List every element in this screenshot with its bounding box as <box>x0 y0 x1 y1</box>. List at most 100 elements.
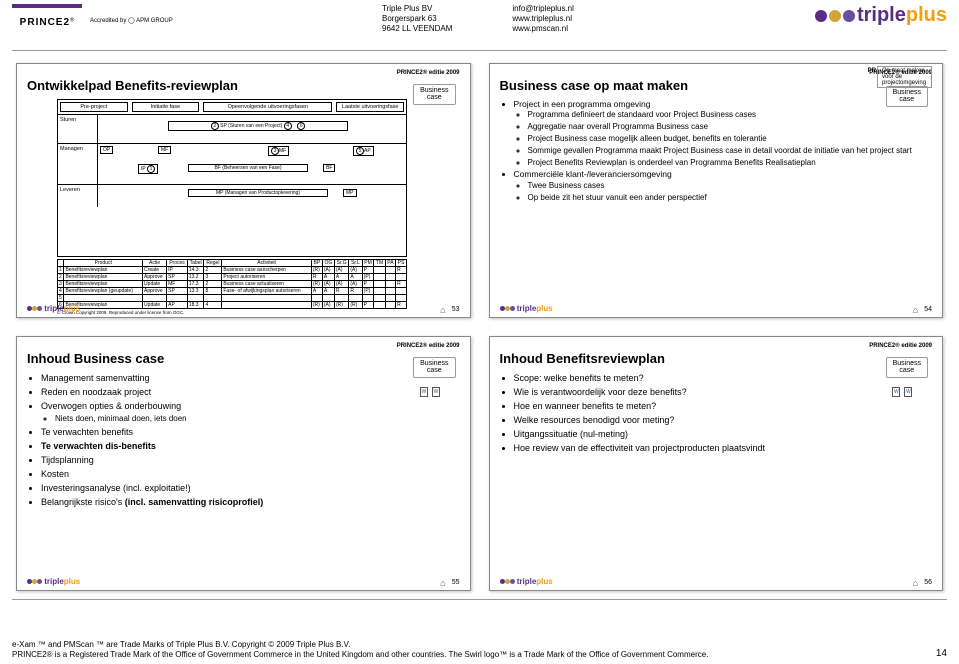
slide4-home-icon: ⌂ <box>913 578 918 588</box>
slide-4: PRINCE2® editie 2009 Business case Inhou… <box>489 336 944 591</box>
slide1-edition: PRINCE2® editie 2009 <box>397 70 460 76</box>
table-cell: Benefitsreviewplan <box>64 281 143 288</box>
table-cell: (R) <box>311 281 322 288</box>
slide3-edition: PRINCE2® editie 2009 <box>397 343 460 349</box>
doc-icon-4 <box>904 387 912 397</box>
logo-dot-2 <box>829 10 841 22</box>
company-line-2: Borgerspark 63 <box>382 14 452 24</box>
table-cell: P <box>362 302 374 309</box>
table-cell: P <box>362 267 374 274</box>
table-row: 1BenefitsreviewplanCreateIP14.32Business… <box>58 267 407 274</box>
table-cell: 13.2 <box>187 274 204 281</box>
table-cell: A <box>322 274 334 281</box>
header-left: PRINCE2® Accredited by ◯ APM GROUP <box>12 4 382 36</box>
table-cell: R <box>311 274 322 281</box>
slide4-pagenum: 56 <box>924 579 932 586</box>
table-cell <box>349 295 362 302</box>
table-cell: (A) <box>349 267 362 274</box>
table-cell <box>385 302 395 309</box>
slide-3: PRINCE2® editie 2009 Business case Inhou… <box>16 336 471 591</box>
table-cell: Project autoriseren <box>222 274 311 281</box>
table-row: 4Benefitsreviewplan (geupdate)ApproveSP1… <box>58 288 407 295</box>
contact-line-2: www.tripleplus.nl <box>512 14 573 24</box>
table-cell: R <box>396 302 407 309</box>
table-header-cell: Tabel <box>187 260 204 267</box>
slide4-edition: PRINCE2® editie 2009 <box>869 343 932 349</box>
list-item: Hoe en wanneer benefits te meten? <box>514 400 933 413</box>
table-cell: AP <box>167 302 188 309</box>
swim-leveren: Leveren MP (Managen van Productopleverin… <box>58 184 406 207</box>
table-cell <box>143 295 167 302</box>
table-cell <box>374 302 385 309</box>
table-cell <box>64 295 143 302</box>
table-cell: Benefitsreviewplan (geupdate) <box>64 288 143 295</box>
table-cell: (A) <box>322 302 334 309</box>
table-cell: 18.3 <box>187 302 204 309</box>
table-cell: Business case actualiseren <box>222 281 311 288</box>
list-subitem: Twee Business cases <box>528 181 933 192</box>
ml2b: plus <box>536 304 552 313</box>
swim-label-1: Managen <box>58 144 98 184</box>
phase-row: Pre-project Initiatie fase Opeenvolgende… <box>58 100 406 114</box>
table-cell: Benefitsreviewplan <box>64 274 143 281</box>
node-mf2: 3MF <box>268 146 289 156</box>
table-cell <box>385 267 395 274</box>
mf2-label: MF <box>279 148 286 154</box>
table-header-cell: Activiteit <box>222 260 311 267</box>
table-header-cell: OG <box>322 260 334 267</box>
slide3-title: Inhoud Business case <box>27 351 460 366</box>
list-subitem: Programma definieert de standaard voor P… <box>528 110 933 121</box>
table-cell <box>167 295 188 302</box>
table-header-cell: Product <box>64 260 143 267</box>
table-cell <box>374 288 385 295</box>
slide2-mini-logo: tripleplus <box>500 304 553 313</box>
ml1a: triple <box>44 304 64 313</box>
slide3-mini-logo: tripleplus <box>27 577 80 586</box>
slide3-content: Management samenvattingReden en noodzaak… <box>27 372 460 509</box>
table-header-cell: Sr.G <box>334 260 349 267</box>
table-cell <box>396 288 407 295</box>
table-cell <box>374 267 385 274</box>
contact-line-3: www.pmscan.nl <box>512 24 573 34</box>
table-row: 2BenefitsreviewplanApproveSP13.23Project… <box>58 274 407 281</box>
table-cell: (P) <box>362 288 374 295</box>
ap-label: AP <box>364 148 371 154</box>
list-item: Belangrijkste risico's (incl. samenvatti… <box>41 496 460 509</box>
ml2a: triple <box>517 304 537 313</box>
logo-text-a: triple <box>857 4 906 26</box>
table-cell <box>311 295 322 302</box>
table-cell: A <box>322 288 334 295</box>
phase-3: Laatste uitvoeringsfase <box>336 102 404 112</box>
logo-dots <box>815 10 855 22</box>
slides-grid: PRINCE2® editie 2009 Business case Ontwi… <box>0 51 959 591</box>
list-subitem: Project Business case mogelijk alleen bu… <box>528 134 933 145</box>
footer-line-1: e-Xam ™ and PMScan ™ are Trade Marks of … <box>12 640 947 650</box>
list-item: Overwogen opties & onderbouwingNiets doe… <box>41 400 460 425</box>
slide-1: PRINCE2® editie 2009 Business case Ontwi… <box>16 63 471 318</box>
prince-name: PRINCE2 <box>20 17 70 28</box>
swim-label-0: Sturen <box>58 115 98 143</box>
table-row: 6BenefitsreviewplanUpdateAP18.34(R)(A)(R… <box>58 302 407 309</box>
table-cell: (R) <box>311 267 322 274</box>
list-item: Reden en noodzaak project <box>41 386 460 399</box>
table-cell <box>385 288 395 295</box>
ml4a: triple <box>517 577 537 586</box>
table-cell <box>204 295 222 302</box>
swim-sturen: Sturen 2 SP (Sturen van een Project) 4 6 <box>58 114 406 143</box>
slide3-pagenum: 55 <box>452 579 460 586</box>
list-item: Welke resources benodigd voor meting? <box>514 414 933 427</box>
table-cell: Create <box>143 267 167 274</box>
swim-label-2: Leveren <box>58 185 98 207</box>
phase-2: Opeenvolgende uitvoeringsfasen <box>203 102 332 112</box>
slide1-bc-tag: Business case <box>413 84 455 105</box>
prince-reg: ® <box>70 17 74 23</box>
sp-label: SP (Sturen van een Project) <box>220 123 282 129</box>
list-subitem: Project Benefits Reviewplan is onderdeel… <box>528 158 933 169</box>
logo-dot-1 <box>815 10 827 22</box>
footer-separator <box>12 599 947 600</box>
table-cell: (A) <box>334 267 349 274</box>
table-cell <box>396 295 407 302</box>
table-cell: P <box>362 281 374 288</box>
circ-1: 1 <box>147 165 155 173</box>
page-header: PRINCE2® Accredited by ◯ APM GROUP Tripl… <box>0 0 959 50</box>
